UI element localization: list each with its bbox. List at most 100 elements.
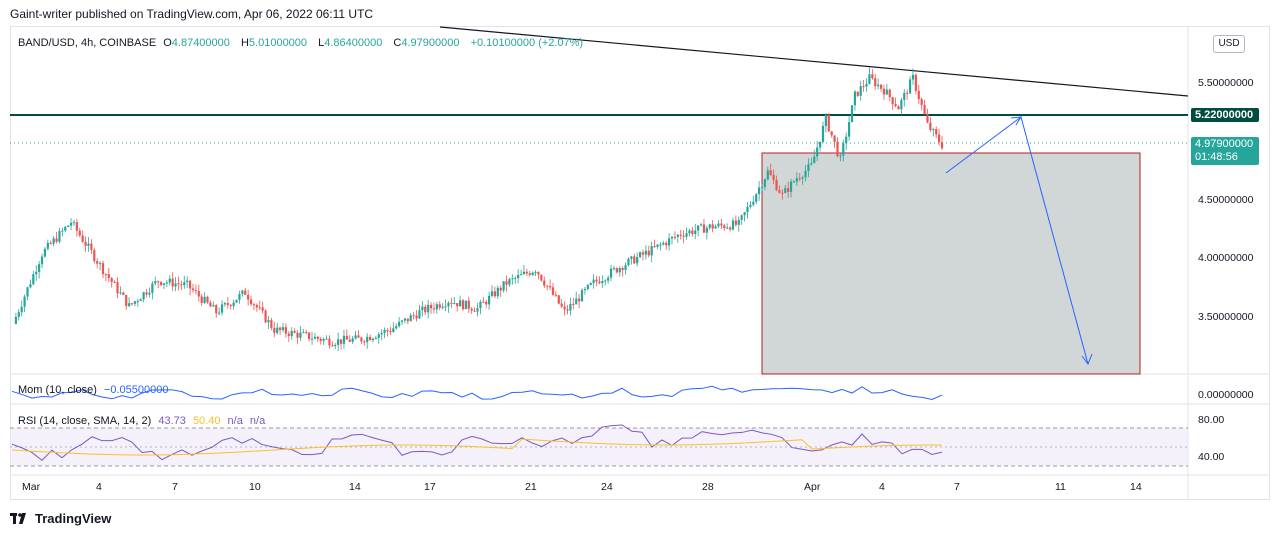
candle-body — [331, 345, 334, 347]
candle-body — [615, 268, 618, 273]
candle-body — [650, 246, 653, 256]
candles — [14, 67, 944, 352]
candle-body — [438, 304, 441, 308]
candle-body — [488, 295, 491, 305]
candle-body — [450, 302, 453, 304]
rsi-label: RSI (14, close, SMA, 14, 2) — [18, 415, 152, 427]
candle-body — [383, 329, 386, 333]
candle-body — [229, 304, 232, 307]
candle-body — [360, 337, 363, 342]
candle-body — [752, 201, 755, 205]
candle-body — [154, 281, 157, 284]
candle-body — [525, 271, 528, 274]
candle-body — [101, 263, 105, 275]
time-tick: 21 — [525, 481, 537, 493]
mom-line — [11, 385, 943, 401]
candle-body — [920, 99, 923, 106]
candle-body — [421, 306, 424, 311]
mom-legend: Mom (10, close) −0.05500000 — [18, 384, 172, 396]
candle-body — [839, 155, 842, 157]
close-value: 4.97900000 — [401, 37, 460, 49]
resistance-tag: 5.22000000 — [1191, 108, 1259, 122]
candle-body — [20, 306, 23, 313]
candle-body — [827, 114, 830, 132]
candle-body — [325, 338, 328, 340]
candle-body — [528, 273, 531, 275]
candle-body — [424, 306, 427, 313]
candle-body — [328, 338, 331, 346]
candle-body — [792, 181, 796, 183]
candle-body — [104, 274, 107, 276]
candle-body — [807, 164, 810, 171]
candle-body — [264, 310, 267, 323]
candle-body — [162, 283, 166, 285]
mom-value: −0.05500000 — [103, 384, 169, 396]
candle-body — [412, 315, 415, 317]
candle-body — [636, 257, 639, 264]
currency-button[interactable]: USD — [1213, 35, 1245, 53]
candle-body — [830, 131, 833, 136]
candle-body — [125, 295, 128, 307]
candle-body — [38, 264, 41, 272]
candle-body — [728, 227, 732, 230]
candle-body — [618, 268, 621, 273]
candle-body — [502, 281, 505, 291]
candle-body — [75, 222, 78, 231]
candle-body — [493, 291, 497, 297]
candle-body — [749, 204, 752, 207]
candle-body — [833, 135, 836, 142]
candle-body — [511, 278, 514, 280]
candle-body — [621, 268, 624, 270]
candle-body — [392, 328, 395, 332]
candle-body — [778, 190, 781, 193]
candle-body — [760, 186, 764, 188]
candle-body — [691, 230, 694, 235]
candle-body — [490, 291, 494, 296]
candle-body — [302, 332, 305, 334]
candle-body — [337, 339, 340, 346]
price-tick-1: 4.50000000 — [1198, 194, 1254, 206]
candle-body — [903, 92, 906, 100]
candle-body — [821, 125, 825, 142]
rsi-axis-upper: 80.00 — [1198, 414, 1225, 426]
candle-body — [273, 328, 276, 333]
candle-body — [180, 284, 183, 286]
candle-body — [633, 256, 636, 264]
candle-body — [795, 178, 798, 182]
candle-body — [212, 305, 215, 307]
candle-body — [668, 238, 671, 246]
candle-body — [235, 299, 238, 303]
rsi-legend: RSI (14, close, SMA, 14, 2) 43.73 50.40 … — [18, 415, 269, 427]
candle-body — [171, 278, 174, 287]
candle-body — [737, 219, 740, 225]
candle-body — [926, 114, 929, 123]
candle-body — [255, 304, 258, 308]
candle-body — [183, 282, 186, 286]
candle-body — [882, 88, 886, 95]
candle-body — [900, 99, 903, 110]
candle-body — [813, 156, 816, 164]
publisher-line: Gaint-writer published on TradingView.co… — [10, 7, 374, 21]
open-value: 4.87400000 — [171, 37, 230, 49]
candle-body — [868, 74, 871, 84]
candle-body — [293, 330, 296, 333]
candle-body — [247, 294, 250, 300]
footer-brand[interactable]: TradingView — [10, 511, 111, 526]
candle-body — [98, 263, 102, 265]
candle-body — [848, 122, 851, 137]
candle-body — [624, 265, 627, 270]
candle-body — [249, 299, 253, 305]
candle-body — [418, 310, 421, 319]
candle-body — [69, 222, 73, 226]
candle-body — [261, 307, 264, 311]
candle-body — [885, 89, 888, 95]
candle-body — [769, 170, 772, 176]
candle-body — [220, 304, 224, 313]
candle-body — [758, 187, 761, 195]
candle-body — [136, 301, 139, 303]
candle-body — [537, 271, 540, 275]
candle-body — [731, 220, 735, 230]
arrow-head-1 — [1010, 116, 1022, 126]
candle-body — [906, 92, 909, 94]
